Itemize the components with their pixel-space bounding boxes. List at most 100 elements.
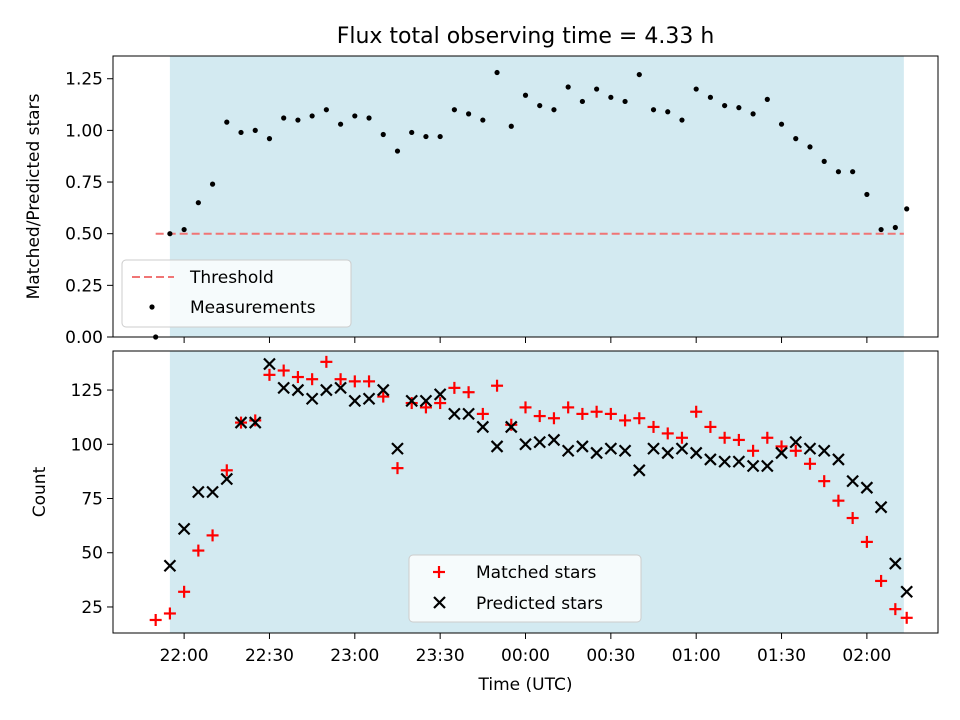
y-tick-label: 0.75 bbox=[65, 173, 103, 193]
matched-star-point bbox=[604, 407, 617, 420]
matched-star-point bbox=[348, 375, 361, 388]
x-tick-label: 00:00 bbox=[501, 646, 550, 666]
top-panel: 0.00 0.25 0.50 0.75 1.00 1.25 Flux total obse… bbox=[24, 24, 939, 348]
measurement-point bbox=[807, 144, 813, 150]
measurement-point bbox=[508, 123, 514, 129]
matched-star-point bbox=[377, 390, 390, 403]
predicted-star-point bbox=[448, 407, 461, 421]
matched-star-point bbox=[590, 405, 603, 418]
predicted-star-point bbox=[576, 440, 589, 453]
measurement-point bbox=[793, 136, 799, 142]
predicted-star-point bbox=[860, 481, 874, 494]
predicted-star-point bbox=[604, 442, 618, 455]
y-tick-label: 0.50 bbox=[65, 225, 103, 245]
predicted-star-point bbox=[177, 522, 191, 536]
top-y-ticks: 0.00 0.25 0.50 0.75 1.00 1.25 bbox=[65, 70, 113, 348]
matched-star-point bbox=[562, 401, 575, 414]
matched-star-point bbox=[690, 405, 703, 418]
measurement-point bbox=[238, 129, 244, 136]
measurement-point bbox=[904, 206, 910, 212]
bottom-legend-box bbox=[408, 554, 642, 623]
matched-star-point bbox=[192, 544, 205, 557]
bottom-y-ticks: 25 50 75 100 125 bbox=[71, 381, 113, 618]
matched-star-point bbox=[789, 444, 802, 457]
measurement-point bbox=[522, 92, 529, 98]
measurement-point bbox=[209, 181, 216, 187]
measurement-point bbox=[722, 102, 728, 109]
measurement-point bbox=[608, 94, 614, 100]
matched-star-point bbox=[405, 397, 418, 410]
matched-star-point bbox=[334, 373, 347, 386]
predicted-star-point bbox=[391, 442, 404, 455]
measurement-point bbox=[480, 117, 486, 123]
predicted-star-point bbox=[433, 388, 447, 401]
matched-star-point bbox=[491, 379, 504, 392]
measurement-point bbox=[181, 226, 187, 233]
predicted-star-point bbox=[163, 559, 177, 573]
measurement-point bbox=[394, 148, 401, 154]
measurement-point bbox=[878, 226, 884, 233]
y-tick-label: 75 bbox=[81, 490, 103, 510]
matched-star-point bbox=[462, 386, 475, 399]
predicted-star-point bbox=[675, 442, 689, 455]
matched-star-point bbox=[704, 420, 717, 433]
predicted-star-point bbox=[533, 435, 547, 449]
predicted-star-point bbox=[519, 437, 532, 451]
top-legend-box bbox=[121, 259, 352, 328]
x-axis-label: Time (UTC) bbox=[478, 675, 573, 695]
predicted-star-point bbox=[220, 472, 234, 486]
matched-star-point bbox=[761, 431, 774, 444]
y-tick-label: 0.25 bbox=[65, 276, 103, 296]
predicted-star-point bbox=[376, 383, 390, 397]
measurement-point bbox=[679, 117, 685, 123]
y-tick-label: 100 bbox=[71, 435, 103, 455]
legend-predicted-swatch bbox=[433, 596, 446, 609]
matched-star-point bbox=[363, 375, 376, 388]
y-tick-label: 25 bbox=[81, 598, 103, 618]
matched-star-point bbox=[803, 457, 816, 470]
legend-measurements-label: Measurements bbox=[190, 298, 316, 318]
matched-star-point bbox=[163, 607, 176, 620]
measurement-point bbox=[352, 113, 358, 119]
x-tick-label: 22:00 bbox=[160, 646, 209, 666]
predicted-star-point bbox=[900, 585, 913, 599]
count-points bbox=[149, 355, 913, 626]
measurement-point bbox=[366, 115, 372, 121]
predicted-star-point bbox=[561, 444, 575, 458]
measurement-point bbox=[693, 86, 699, 92]
measurement-point bbox=[380, 131, 386, 138]
measurement-point bbox=[665, 109, 671, 115]
predicted-star-point bbox=[803, 442, 817, 455]
measurement-point bbox=[252, 127, 258, 133]
measurement-point bbox=[622, 98, 628, 105]
matched-star-point bbox=[320, 355, 333, 368]
matched-star-point bbox=[476, 407, 489, 420]
measurement-point bbox=[309, 113, 315, 119]
predicted-star-point bbox=[419, 394, 433, 408]
matched-star-point bbox=[448, 381, 461, 394]
predicted-star-point bbox=[661, 446, 675, 460]
matched-star-point bbox=[505, 418, 518, 431]
predicted-star-point bbox=[248, 416, 262, 429]
y-tick-label: 1.25 bbox=[65, 70, 103, 90]
matched-star-point bbox=[306, 373, 319, 386]
predicted-star-point bbox=[348, 394, 362, 408]
predicted-star-point bbox=[277, 381, 290, 395]
predicted-star-point bbox=[874, 500, 888, 514]
measurement-point bbox=[409, 129, 415, 136]
matched-star-point bbox=[619, 414, 632, 427]
y-tick-label: 125 bbox=[71, 381, 103, 401]
measurement-point bbox=[736, 105, 742, 111]
x-tick-label: 01:00 bbox=[672, 646, 721, 666]
matched-star-point bbox=[647, 420, 660, 433]
measurement-point bbox=[594, 86, 600, 92]
matched-star-point bbox=[889, 603, 902, 616]
legend-threshold-label: Threshold bbox=[189, 268, 274, 288]
matched-star-point bbox=[547, 412, 560, 425]
matched-star-point bbox=[220, 464, 233, 477]
matched-star-point bbox=[206, 529, 219, 542]
measurement-point bbox=[437, 133, 443, 140]
measurement-point bbox=[835, 169, 842, 175]
matched-star-point bbox=[818, 475, 831, 488]
matched-star-point bbox=[519, 401, 532, 414]
